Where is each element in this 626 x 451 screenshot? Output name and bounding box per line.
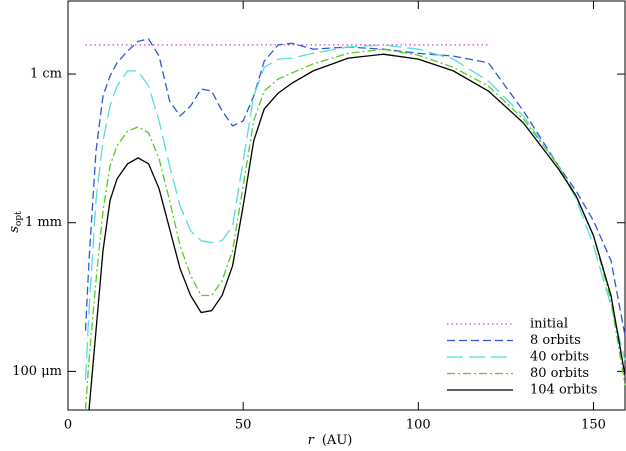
legend-label: 8 orbits	[530, 333, 581, 348]
legend-label: 80 orbits	[530, 366, 589, 381]
x-tick-label: 50	[235, 418, 252, 433]
plot-frame	[67, 0, 626, 411]
y-label-symbol: s	[7, 226, 22, 233]
series-line	[84, 38, 626, 336]
y-axis-label: sopt	[7, 211, 24, 233]
y-tick-label: 1 mm	[25, 215, 62, 230]
x-axis-label: r (AU)	[308, 433, 353, 448]
x-tick-label: 0	[64, 418, 72, 433]
y-tick-label: 100 μm	[12, 364, 62, 379]
y-label-sub: opt	[14, 211, 24, 226]
x-label-unit: (AU)	[322, 433, 353, 448]
x-label-symbol: r	[308, 433, 315, 448]
y-tick-label: 1 cm	[30, 67, 62, 82]
series-line	[84, 48, 626, 411]
legend-label: initial	[530, 317, 568, 332]
legend-label: 104 orbits	[530, 383, 597, 398]
series-line	[88, 53, 626, 411]
legend-label: 40 orbits	[530, 350, 589, 365]
x-tick-label: 150	[581, 418, 606, 433]
x-tick-label: 100	[406, 418, 431, 433]
series-line	[84, 44, 626, 381]
